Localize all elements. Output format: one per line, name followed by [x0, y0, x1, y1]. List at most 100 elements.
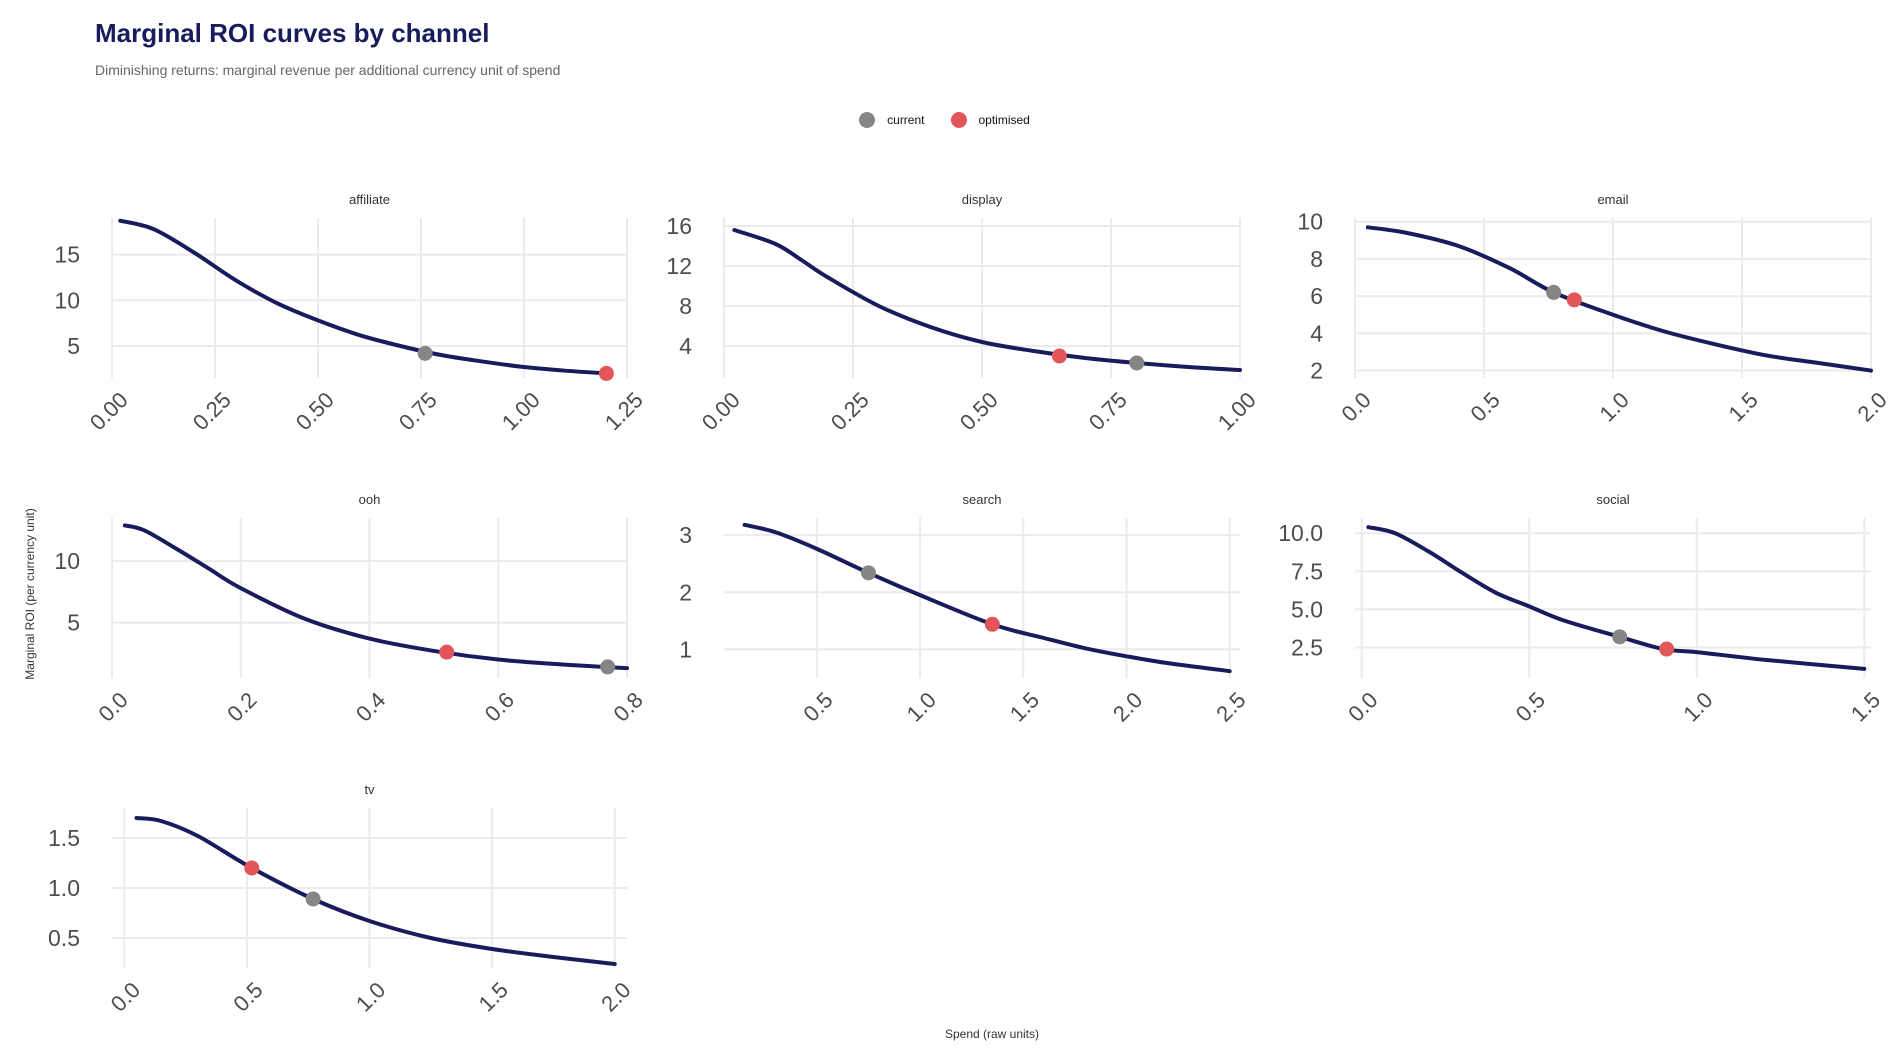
x-tick-label: 1.0 [1595, 387, 1634, 426]
y-tick-label: 1 [679, 636, 692, 662]
x-tick-label: 2.0 [1108, 687, 1147, 726]
panel-search: search 0.5 1.0 1.5 2.0 2.5 1 2 3 [679, 492, 1250, 726]
y-tick-label: 4 [1310, 320, 1323, 346]
y-tick-label: 2.5 [1291, 635, 1323, 661]
x-tick-label: 1.25 [600, 387, 648, 435]
y-tick-label: 10.0 [1278, 520, 1323, 546]
legend-label-current: current [887, 113, 925, 127]
x-tick-label: 0.00 [85, 387, 133, 435]
x-tick-label: 0.75 [1084, 387, 1132, 435]
y-tick-label: 5.0 [1291, 596, 1323, 622]
x-tick-label: 0.6 [480, 687, 519, 726]
roi-curve [118, 218, 609, 376]
x-tick-label: 1.5 [1724, 387, 1763, 426]
x-tick-label: 2.0 [1853, 387, 1889, 426]
x-tick-label: 0.75 [394, 387, 442, 435]
y-tick-label: 4 [679, 333, 692, 359]
y-tick-label: 7.5 [1291, 558, 1323, 584]
current-point [860, 565, 876, 581]
panel-display: display 0.00 0.25 0.50 0.75 1.00 4 8 12 16 [666, 192, 1260, 435]
y-tick-label: 8 [679, 293, 692, 319]
panel-affiliate: affiliate 0.00 0.25 0.50 0.75 1.00 1.25 5 10 15 [54, 192, 647, 435]
x-tick-label: 0.5 [1466, 387, 1505, 426]
optimised-point [598, 365, 614, 381]
optimised-point [1659, 641, 1675, 657]
y-tick-label: 15 [54, 242, 80, 268]
y-tick-label: 16 [666, 213, 692, 239]
y-tick-label: 8 [1310, 246, 1323, 272]
x-tick-label: 2.0 [596, 977, 635, 1016]
y-tick-label: 2 [679, 579, 692, 605]
x-tick-label: 0.25 [188, 387, 236, 435]
optimised-point [1051, 348, 1067, 364]
roi-curve [122, 523, 629, 671]
y-tick-label: 12 [666, 253, 692, 279]
current-point [600, 659, 616, 675]
x-tick-label: 0.4 [351, 687, 390, 726]
x-tick-label: 1.5 [1005, 687, 1044, 726]
x-tick-label: 0.50 [955, 387, 1003, 435]
legend-item-current: current [859, 112, 925, 128]
panel-ooh: ooh 0.0 0.2 0.4 0.6 0.8 5 10 [54, 492, 647, 726]
chart-subtitle: Diminishing returns: marginal revenue pe… [95, 62, 561, 78]
y-tick-label: 10 [54, 548, 80, 574]
y-axis-label: Marginal ROI (per currency unit) [23, 508, 37, 679]
panel-social: social 0.0 0.5 1.0 1.5 2.5 5.0 7.5 10.0 [1278, 492, 1885, 726]
panel-title: ooh [359, 492, 381, 507]
current-point [1546, 284, 1562, 300]
x-tick-label: 0.0 [1337, 387, 1376, 426]
legend: current optimised [0, 112, 1889, 128]
x-tick-label: 0.0 [106, 977, 145, 1016]
legend-dot-optimised [950, 112, 967, 128]
y-tick-label: 1.0 [48, 875, 80, 901]
x-tick-label: 1.0 [351, 977, 390, 1016]
panel-title: search [962, 492, 1001, 507]
roi-curve [732, 228, 1242, 372]
current-point [305, 891, 321, 907]
x-tick-label: 0.5 [228, 977, 267, 1016]
x-tick-label: 0.00 [697, 387, 745, 435]
y-tick-label: 1.5 [48, 825, 80, 851]
panel-tv: tv 0.0 0.5 1.0 1.5 2.0 0.5 1.0 1.5 [48, 782, 636, 1016]
panel-title: email [1597, 192, 1628, 207]
panel-email: email 0.0 0.5 1.0 1.5 2.0 2 4 6 8 10 [1297, 192, 1889, 426]
current-point [417, 345, 433, 361]
y-tick-label: 6 [1310, 283, 1323, 309]
x-tick-label: 0.50 [291, 387, 339, 435]
x-tick-label: 0.5 [798, 687, 837, 726]
x-axis-label: Spend (raw units) [945, 1027, 1039, 1041]
panel-title: tv [364, 782, 375, 797]
optimised-point [1566, 292, 1582, 308]
x-tick-label: 0.8 [609, 687, 648, 726]
optimised-point [439, 644, 455, 660]
legend-item-optimised: optimised [950, 112, 1030, 128]
panel-title: affiliate [349, 192, 390, 207]
chart-title: Marginal ROI curves by channel [95, 18, 490, 48]
x-tick-label: 1.5 [474, 977, 513, 1016]
y-tick-label: 10 [1297, 209, 1323, 235]
x-tick-label: 1.00 [1213, 387, 1261, 435]
current-point [1129, 355, 1145, 371]
optimised-point [244, 860, 260, 876]
y-tick-label: 2 [1310, 358, 1323, 384]
x-tick-label: 1.5 [1846, 687, 1885, 726]
x-tick-label: 0.0 [94, 687, 133, 726]
y-tick-label: 5 [67, 333, 80, 359]
x-tick-label: 0.5 [1511, 687, 1550, 726]
roi-curve [134, 816, 617, 966]
legend-dot-current [859, 112, 876, 128]
x-tick-label: 0.25 [826, 387, 874, 435]
current-point [1612, 629, 1628, 645]
panel-title: social [1596, 492, 1629, 507]
x-tick-label: 1.0 [1678, 687, 1717, 726]
optimised-point [984, 616, 1000, 632]
legend-label-optimised: optimised [978, 113, 1030, 127]
y-tick-label: 5 [67, 610, 80, 636]
roi-curve [1365, 225, 1873, 373]
y-tick-label: 3 [679, 522, 692, 548]
y-tick-label: 0.5 [48, 925, 80, 951]
x-tick-label: 2.5 [1211, 687, 1250, 726]
x-tick-label: 0.0 [1343, 687, 1382, 726]
x-tick-label: 1.0 [902, 687, 941, 726]
